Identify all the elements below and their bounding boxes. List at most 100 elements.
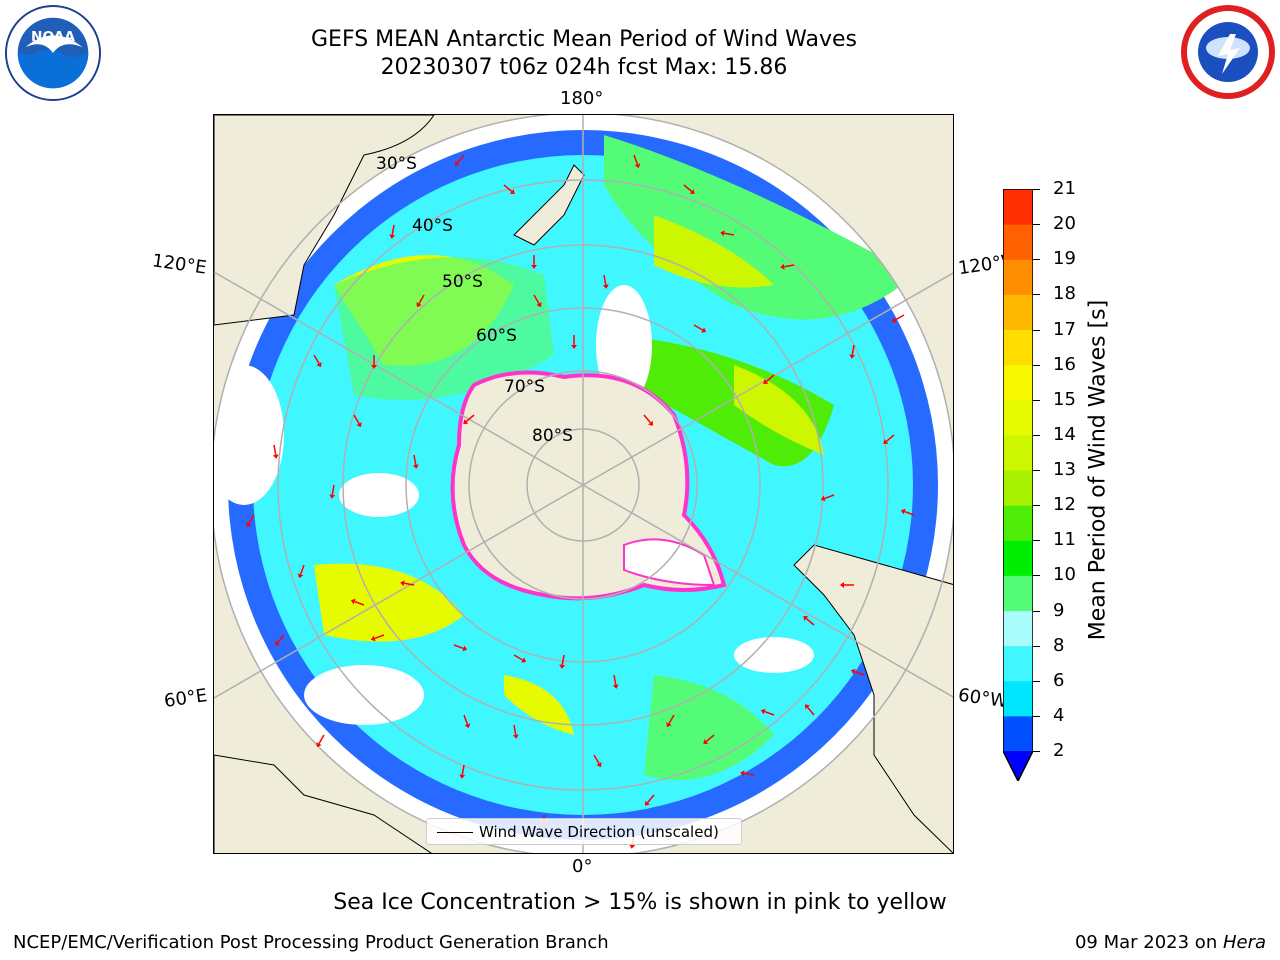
wave-arrow-head <box>371 365 377 369</box>
colorbar-tick-label: 19 <box>1053 248 1076 270</box>
colorbar-tick <box>1033 259 1040 261</box>
footer-date-text: 09 Mar 2023 on <box>1074 932 1223 953</box>
chart-title: GEFS MEAN Antarctic Mean Period of Wind … <box>311 27 857 52</box>
wave-arrow <box>724 232 735 236</box>
field-green-south <box>644 675 774 780</box>
wave-arrow-head <box>900 508 906 515</box>
lon-label-120e: 120°E <box>150 250 208 279</box>
chart-subtitle: 20230307 t06z 024h fcst Max: 15.86 <box>380 55 788 80</box>
wave-arrow-head <box>780 263 785 270</box>
colorbar-level <box>1003 540 1033 576</box>
wave-arrow <box>824 494 835 500</box>
colorbar-tick <box>1033 294 1040 296</box>
wave-arrow-head <box>891 317 897 323</box>
wave-arrow-head <box>820 495 826 502</box>
lat-label-60: 60°S <box>476 326 517 346</box>
weddell-ice <box>623 538 716 587</box>
wave-arrow <box>885 434 895 443</box>
colorbar-tick-label: 2 <box>1053 740 1065 761</box>
colorbar-outline <box>1003 189 1033 781</box>
wave-arrow <box>354 600 365 606</box>
colorbar-tick-label: 12 <box>1053 494 1076 516</box>
colorbar-tick <box>1033 505 1040 507</box>
colorbar-tick-label: 4 <box>1053 704 1065 726</box>
colorbar <box>1003 189 1033 781</box>
colorbar-tick <box>1033 189 1040 190</box>
lat-label-70: 70°S <box>504 377 545 397</box>
field-gap <box>339 473 419 517</box>
wave-arrow-head <box>356 422 362 428</box>
wave-arrow <box>603 274 607 285</box>
field-gap <box>734 637 814 673</box>
wave-arrow <box>646 794 655 804</box>
colorbar-level <box>1003 294 1033 330</box>
wave-arrow-head <box>455 160 460 166</box>
wave-arrow <box>463 714 469 725</box>
polar-map: 30°S 40°S 50°S 60°S 70°S 80°S <box>213 114 954 854</box>
wave-arrow-head <box>400 580 405 587</box>
wave-arrow-head <box>612 684 619 689</box>
footer-host: Hera <box>1222 932 1266 953</box>
wave-arrow-head <box>370 635 376 642</box>
legend-label: Wind Wave Direction (unscaled) <box>479 823 719 841</box>
lat-label-40: 40°S <box>412 216 453 236</box>
colorbar-tick <box>1033 364 1040 366</box>
wave-arrow-head <box>512 734 519 739</box>
field-gap <box>304 665 424 725</box>
colorbar-tick-label: 10 <box>1053 564 1076 586</box>
wave-arrow-head <box>602 284 609 289</box>
wave-arrow <box>805 617 815 626</box>
wave-arrow-head <box>763 379 769 384</box>
wave-arrow <box>613 674 617 685</box>
colorbar-level <box>1003 505 1033 541</box>
colorbar-level <box>1003 610 1033 647</box>
colorbar-tick <box>1033 715 1040 717</box>
colorbar-tick <box>1033 610 1040 612</box>
wave-arrow <box>643 414 652 424</box>
wave-arrow-head <box>849 354 856 359</box>
wave-arrow <box>374 634 385 640</box>
wave-arrow <box>705 734 715 743</box>
colorbar-level <box>1003 259 1033 295</box>
wave-arrow <box>851 344 855 355</box>
field-yellow-sw <box>314 563 464 642</box>
wave-arrow-head <box>350 598 356 605</box>
wave-arrow-head <box>703 739 709 744</box>
wave-arrow <box>318 734 325 745</box>
sea-ice-note: Sea Ice Concentration > 15% is shown in … <box>333 890 947 915</box>
colorbar-level <box>1003 399 1033 436</box>
wave-arrow <box>561 654 565 665</box>
wave-arrow-head <box>689 189 695 194</box>
africa-land <box>214 754 432 853</box>
wave-arrow <box>513 724 517 735</box>
wave-arrow-head <box>720 230 725 237</box>
wave-arrow <box>313 354 320 365</box>
wave-arrow <box>461 764 465 775</box>
wave-arrow-head <box>416 302 422 308</box>
colorbar-tick-label: 20 <box>1053 213 1076 235</box>
new-zealand-land <box>513 164 585 246</box>
field-green-top <box>604 135 914 320</box>
wave-arrow <box>904 510 915 516</box>
field-yellow-east <box>734 365 824 455</box>
colorbar-tick-label: 9 <box>1053 599 1065 621</box>
wave-arrow-head <box>571 345 577 349</box>
colorbar-tick-label: 18 <box>1053 283 1076 305</box>
wave-arrow-head <box>412 464 419 469</box>
colorbar-level <box>1003 645 1033 682</box>
footer-date: 09 Mar 2023 on Hera <box>1075 932 1266 953</box>
colorbar-tick-label: 13 <box>1053 459 1076 480</box>
wave-arrow-head <box>462 645 468 652</box>
colorbar-tick <box>1033 470 1040 471</box>
lat-labels: 30°S 40°S 50°S 60°S 70°S 80°S <box>376 154 573 446</box>
colorbar-tick-label: 21 <box>1053 178 1076 199</box>
map-legend: Wind Wave Direction (unscaled) <box>426 818 742 845</box>
wave-arrow-head <box>272 454 279 459</box>
colorbar-tick-label: 8 <box>1053 634 1065 656</box>
wave-arrow-head <box>883 439 889 444</box>
lon-label-0: 0° <box>572 856 593 877</box>
wave-arrow-head <box>740 770 745 777</box>
wave-arrow <box>353 414 360 425</box>
wave-arrow <box>413 454 417 465</box>
colorbar-tick-label: 16 <box>1053 353 1076 375</box>
